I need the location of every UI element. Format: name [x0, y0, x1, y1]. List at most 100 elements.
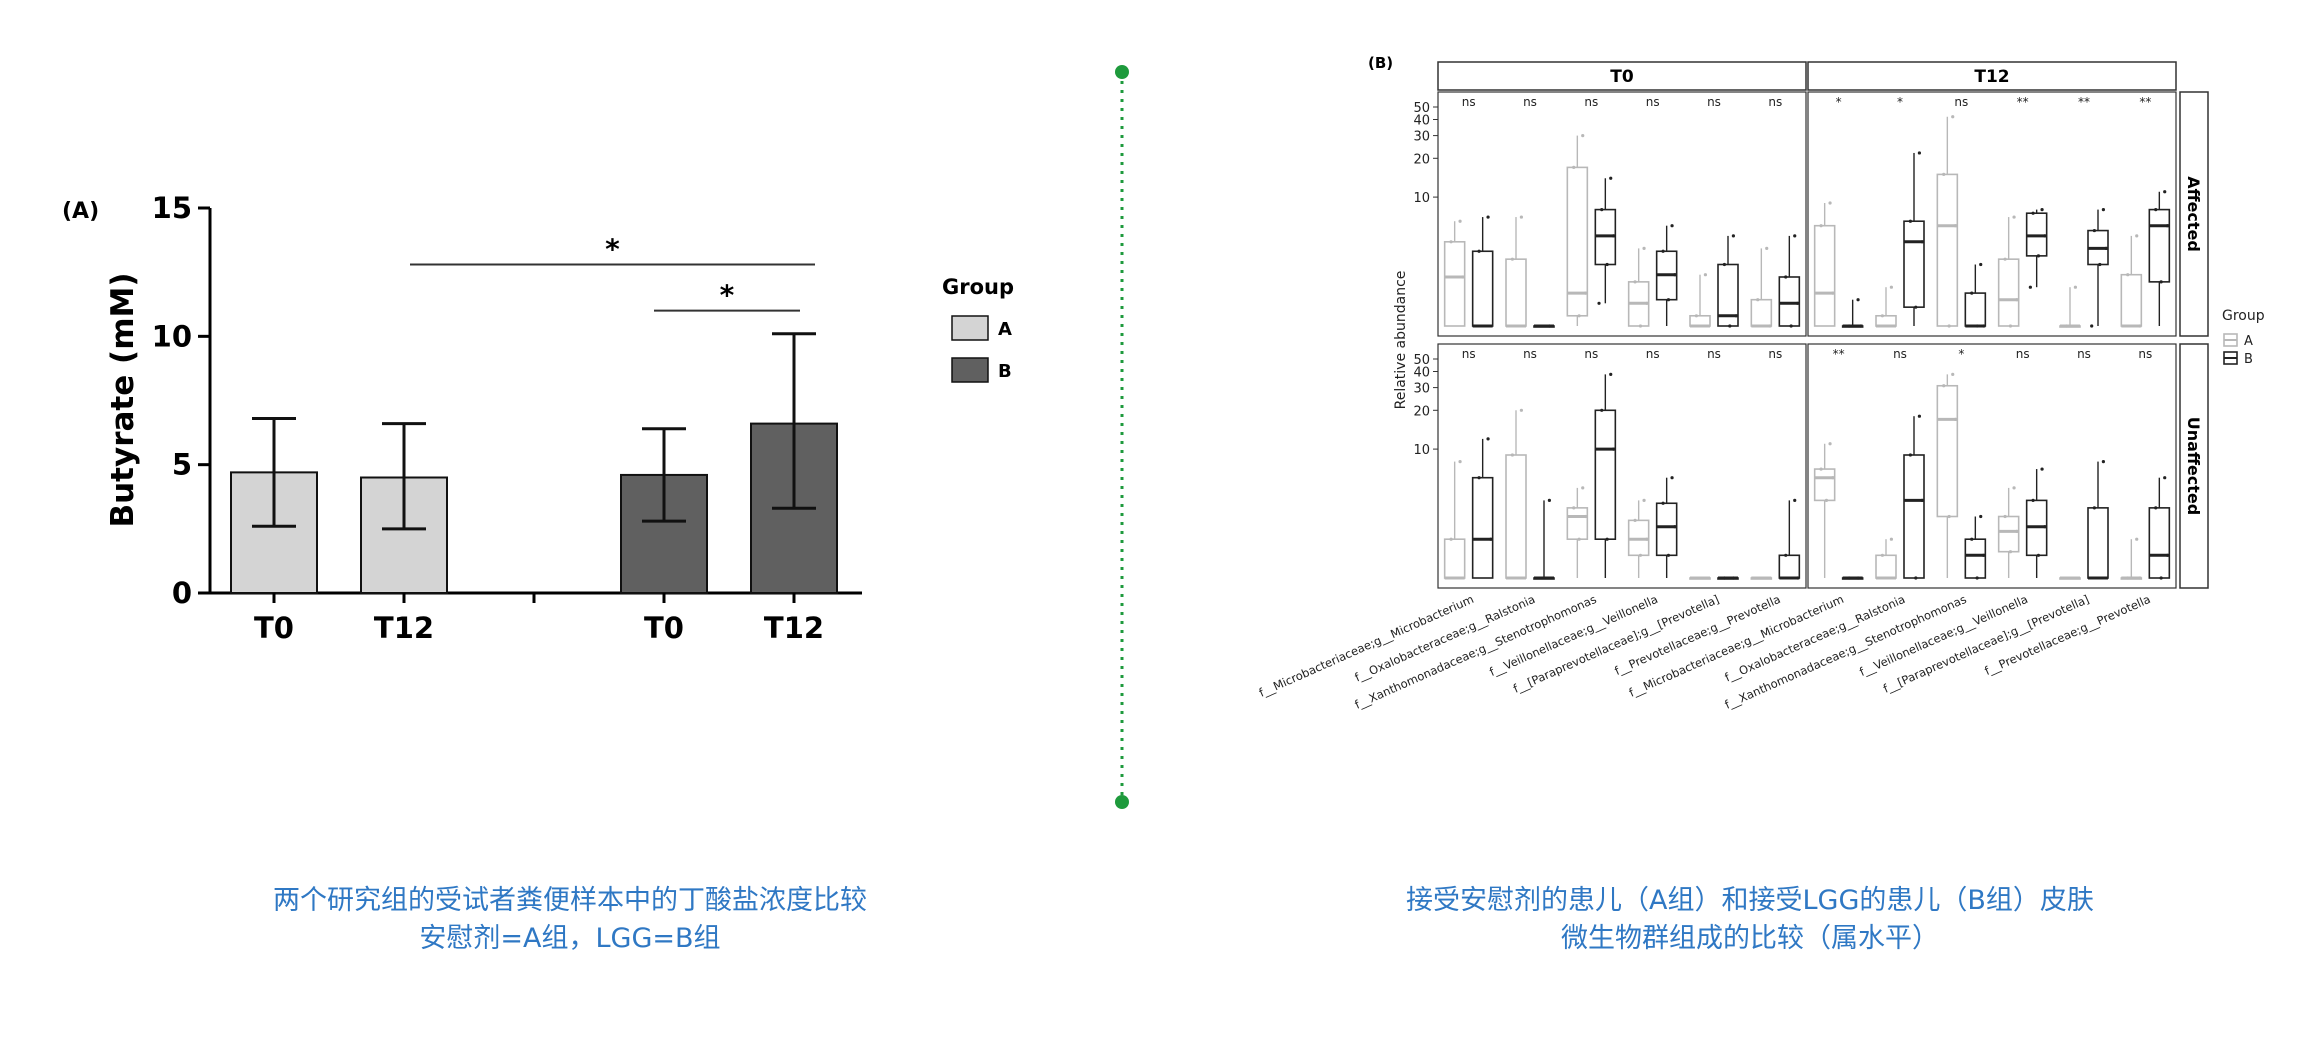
data-point: [2137, 576, 2142, 580]
data-point: [1947, 324, 1951, 328]
legend-label: A: [998, 319, 1012, 340]
data-point: [1600, 408, 1604, 412]
data-point: [2015, 298, 2019, 302]
legend-swatch: [951, 315, 989, 341]
data-point: [1673, 273, 1677, 277]
caption-b-line2: 微生物群组成的比较（属水平）: [1561, 923, 1939, 954]
data-point: [1856, 298, 1860, 302]
data-point: [1572, 165, 1576, 169]
data-point: [2159, 280, 2163, 284]
data-point: [1449, 240, 1453, 244]
data-point: [1597, 301, 1601, 305]
data-point: [1914, 576, 1918, 580]
data-point: [1519, 408, 1523, 412]
data-point: [1661, 249, 1665, 253]
box: [1566, 166, 1589, 317]
significance-label: ns: [1768, 347, 1782, 361]
data-point: [2092, 506, 2096, 510]
caption-a-line1: 两个研究组的受试者粪便样本中的丁酸盐浓度比较: [273, 885, 867, 916]
data-point: [2003, 257, 2007, 261]
box: [1964, 292, 1987, 327]
data-point: [1633, 518, 1637, 522]
y-tick-label: 30: [1413, 382, 1430, 397]
box: [1443, 240, 1466, 327]
significance-label: ns: [1523, 347, 1537, 361]
facet-panel-border: [1437, 91, 1807, 337]
significance-label: ns: [1707, 347, 1721, 361]
data-point: [1670, 476, 1674, 480]
y-tick-label: 20: [1413, 152, 1430, 167]
data-point: [1458, 219, 1462, 223]
divider-top-dot: [1115, 65, 1129, 79]
facet-strip-label: Unaffected: [2184, 417, 2203, 515]
data-point: [1510, 453, 1514, 457]
data-point: [2165, 224, 2170, 228]
significance-label: **: [2017, 95, 2029, 109]
data-point: [2064, 324, 2068, 328]
significance-label: ns: [1707, 95, 1721, 109]
data-point: [1793, 498, 1797, 502]
significance-label: ns: [2016, 347, 2030, 361]
data-point: [1583, 514, 1588, 519]
y-tick-label: 10: [1413, 191, 1430, 206]
data-point: [1908, 219, 1912, 223]
box: [1594, 409, 1617, 540]
box: [1813, 468, 1836, 502]
significance-label: ns: [2138, 347, 2152, 361]
x-tick-label: T12: [374, 611, 434, 645]
panel-b-box-chart: (B) T0 T12 Affected Unaffected Relative abund…: [1257, 54, 2265, 712]
data-point: [1824, 498, 1829, 502]
facet-strip-label: T12: [1974, 67, 2009, 87]
data-point: [2008, 324, 2013, 328]
data-point: [1819, 467, 1823, 471]
data-point: [1914, 305, 1918, 309]
significance-label: **: [1833, 347, 1845, 361]
data-point: [2098, 262, 2102, 267]
facet-panel-border: [1437, 343, 1807, 589]
data-point: [2101, 459, 2105, 464]
data-point: [1600, 207, 1604, 212]
caption-b: 接受安慰剂的患儿（A组）和接受LGG的患儿（B组）皮肤 微生物群组成的比较（属水…: [1300, 882, 2200, 958]
data-point: [1673, 525, 1677, 529]
data-point: [1947, 514, 1951, 519]
data-point: [2012, 215, 2016, 219]
significance-label: ns: [1584, 347, 1598, 361]
data-point: [2036, 553, 2041, 557]
data-point: [1609, 176, 1613, 180]
data-point: [1611, 447, 1616, 451]
data-point: [1510, 257, 1514, 261]
y-tick-label: 10: [1413, 443, 1430, 458]
data-point: [2092, 228, 2096, 233]
legend-label: B: [998, 361, 1012, 382]
box: [1997, 258, 2020, 327]
box: [1505, 258, 1527, 327]
legend-label: B: [2244, 352, 2253, 367]
data-point: [2043, 525, 2047, 529]
data-point: [1784, 275, 1788, 279]
data-point: [2159, 576, 2163, 580]
data-point: [1828, 442, 1832, 446]
data-point: [1942, 172, 1946, 176]
data-point: [1970, 291, 1974, 295]
data-point: [2031, 211, 2035, 215]
data-point: [1458, 459, 1462, 464]
significance-label: ns: [1523, 95, 1537, 109]
data-point: [1795, 301, 1800, 305]
facet-strip-label: T0: [1610, 67, 1634, 87]
box: [1717, 263, 1739, 327]
data-point: [1942, 384, 1946, 388]
data-point: [2073, 285, 2077, 289]
y-tick-label: 50: [1413, 353, 1430, 368]
data-point: [1793, 234, 1797, 238]
significance-label: *: [1897, 95, 1903, 109]
data-point: [1847, 576, 1851, 580]
y-tick-label: 40: [1413, 365, 1430, 380]
box: [2120, 273, 2143, 327]
significance-label: ns: [1954, 95, 1968, 109]
box: [1903, 454, 1925, 579]
data-point: [1979, 514, 1983, 519]
data-point: [2036, 254, 2041, 258]
box: [1566, 507, 1589, 540]
data-point: [1765, 246, 1769, 250]
